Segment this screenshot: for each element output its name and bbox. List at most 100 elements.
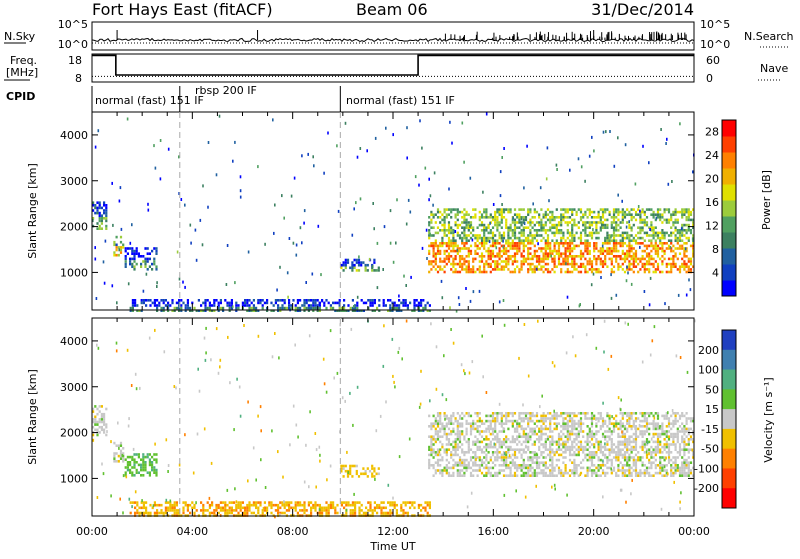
sparse-echo xyxy=(196,259,198,262)
echo-cell xyxy=(655,234,657,237)
echo-cell xyxy=(492,234,494,237)
echo-cell xyxy=(138,255,140,258)
sparse-echo xyxy=(202,184,204,187)
echo-cell xyxy=(490,229,492,232)
echo-cell xyxy=(248,501,250,504)
sparse-echo xyxy=(503,147,505,150)
echo-cell xyxy=(529,474,531,477)
echo-cell xyxy=(310,307,312,310)
echo-cell xyxy=(483,229,485,232)
echo-cell xyxy=(514,430,516,433)
echo-cell xyxy=(609,415,611,418)
echo-cell xyxy=(439,242,441,245)
echo-cell xyxy=(444,430,446,433)
echo-cell xyxy=(562,213,564,216)
echo-cell xyxy=(584,239,586,242)
echo-cell xyxy=(622,415,624,418)
echo-cell xyxy=(534,245,536,248)
echo-cell xyxy=(448,239,450,242)
echo-cell xyxy=(666,441,668,444)
echo-cell xyxy=(664,469,666,472)
echo-cell xyxy=(670,422,672,425)
echo-cell xyxy=(356,269,358,272)
echo-cell xyxy=(389,304,391,307)
echo-cell xyxy=(441,428,443,431)
echo-cell xyxy=(507,412,509,415)
echo-cell xyxy=(540,250,542,253)
echo-cell xyxy=(516,216,518,219)
echo-cell xyxy=(488,237,490,240)
echo-cell xyxy=(686,422,688,425)
echo-cell xyxy=(538,234,540,237)
echo-cell xyxy=(644,464,646,467)
echo-cell xyxy=(479,417,481,420)
echo-cell xyxy=(683,428,685,431)
echo-cell xyxy=(180,299,182,302)
echo-cell xyxy=(565,448,567,451)
echo-cell xyxy=(116,254,118,257)
echo-cell xyxy=(606,461,608,464)
echo-cell xyxy=(683,263,685,266)
echo-cell xyxy=(400,509,402,512)
echo-cell xyxy=(668,263,670,266)
echo-cell xyxy=(540,226,542,229)
echo-cell xyxy=(549,216,551,219)
echo-cell xyxy=(626,446,628,449)
echo-cell xyxy=(595,268,597,271)
echo-cell xyxy=(430,428,432,431)
echo-cell xyxy=(540,469,542,472)
echo-cell xyxy=(690,417,692,420)
echo-cell xyxy=(439,469,441,472)
echo-cell xyxy=(560,268,562,271)
echo-cell xyxy=(637,474,639,477)
sparse-echo xyxy=(156,285,158,288)
echo-cell xyxy=(567,221,569,224)
echo-cell xyxy=(683,438,685,441)
echo-cell xyxy=(360,261,362,264)
echo-cell xyxy=(277,504,279,507)
echo-cell xyxy=(534,443,536,446)
echo-cell xyxy=(459,247,461,250)
echo-cell xyxy=(602,216,604,219)
echo-cell xyxy=(505,464,507,467)
echo-cell xyxy=(587,448,589,451)
echo-cell xyxy=(376,504,378,507)
echo-cell xyxy=(675,265,677,268)
echo-cell xyxy=(675,422,677,425)
echo-cell xyxy=(540,208,542,211)
sparse-echo xyxy=(526,145,528,148)
echo-cell xyxy=(576,255,578,258)
echo-cell xyxy=(505,438,507,441)
echo-cell xyxy=(336,512,338,515)
echo-cell xyxy=(571,422,573,425)
sparse-echo xyxy=(556,168,558,171)
echo-cell xyxy=(281,299,283,302)
echo-cell xyxy=(558,459,560,462)
echo-cell xyxy=(235,307,237,310)
echo-cell xyxy=(441,239,443,242)
echo-cell xyxy=(485,467,487,470)
echo-cell xyxy=(679,467,681,470)
echo-cell xyxy=(131,458,133,461)
sparse-echo xyxy=(473,290,475,293)
echo-cell xyxy=(116,244,118,247)
echo-cell xyxy=(675,435,677,438)
echo-cell xyxy=(686,435,688,438)
echo-cell xyxy=(303,509,305,512)
echo-cell xyxy=(144,461,146,464)
echo-cell xyxy=(600,208,602,211)
echo-cell xyxy=(113,251,115,254)
echo-cell xyxy=(492,474,494,477)
echo-cell xyxy=(122,246,124,249)
echo-cell xyxy=(354,267,356,270)
echo-cell xyxy=(587,469,589,472)
echo-cell xyxy=(452,239,454,242)
echo-cell xyxy=(523,433,525,436)
echo-cell xyxy=(602,417,604,420)
echo-cell xyxy=(257,509,259,512)
echo-cell xyxy=(598,213,600,216)
echo-cell xyxy=(466,467,468,470)
echo-cell xyxy=(523,428,525,431)
echo-cell xyxy=(679,446,681,449)
echo-cell xyxy=(507,211,509,214)
